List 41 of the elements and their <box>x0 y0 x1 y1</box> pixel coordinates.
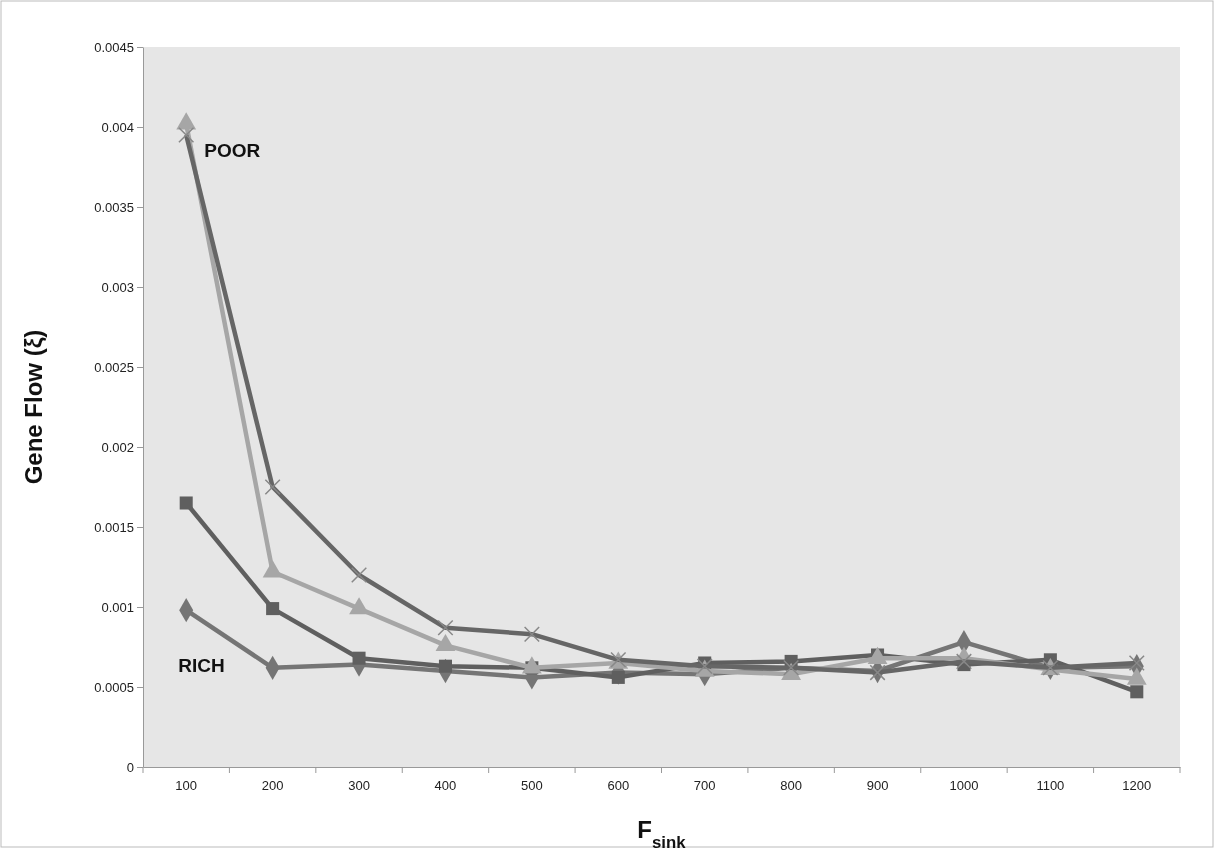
x-tick-label: 1200 <box>1122 778 1152 794</box>
x-tick-label: 800 <box>780 778 802 794</box>
x-tick-label: 300 <box>348 778 370 794</box>
y-tick-label: 0.0045 <box>94 39 134 55</box>
y-tick-label: 0.003 <box>101 279 134 295</box>
x-axis-title: F$_{sink}$ <box>637 816 687 850</box>
x-tick-label: 1000 <box>949 778 979 794</box>
annotation: RICH <box>178 655 225 676</box>
point <box>869 664 886 681</box>
y-tick-label: 0.002 <box>101 439 134 455</box>
point <box>1130 685 1144 699</box>
y-tick-label: 0.004 <box>101 119 134 135</box>
x-tick-label: 400 <box>434 778 457 794</box>
point <box>783 659 800 676</box>
x-tick-label: 600 <box>607 778 630 794</box>
point <box>523 626 540 643</box>
point <box>1128 654 1145 672</box>
x-tick-label: 700 <box>693 778 716 794</box>
point <box>351 566 368 584</box>
y-tick-label: 0.0025 <box>94 359 134 375</box>
x-tick-label: 500 <box>521 778 543 794</box>
y-axis-title: Gene Flow (ξ) <box>20 329 47 485</box>
y-tick-label: 0 <box>126 759 134 775</box>
y-tick-label: 0.0035 <box>94 199 134 215</box>
x-tick-label: 1100 <box>1036 778 1065 794</box>
y-tick-label: 0.001 <box>101 599 134 615</box>
point <box>178 126 195 144</box>
point <box>611 670 625 684</box>
point <box>264 478 281 496</box>
point <box>437 619 454 636</box>
x-tick-label: 100 <box>175 778 198 794</box>
point <box>266 602 280 616</box>
x-tick-label: 200 <box>261 778 284 794</box>
point <box>438 659 452 673</box>
point <box>352 651 366 665</box>
annotation: POOR <box>204 140 261 161</box>
y-tick-label: 0.0015 <box>94 519 134 535</box>
point <box>955 653 972 670</box>
x-tick-label: 900 <box>866 778 889 794</box>
point <box>179 496 193 510</box>
y-tick-label: 0.0005 <box>94 679 134 695</box>
